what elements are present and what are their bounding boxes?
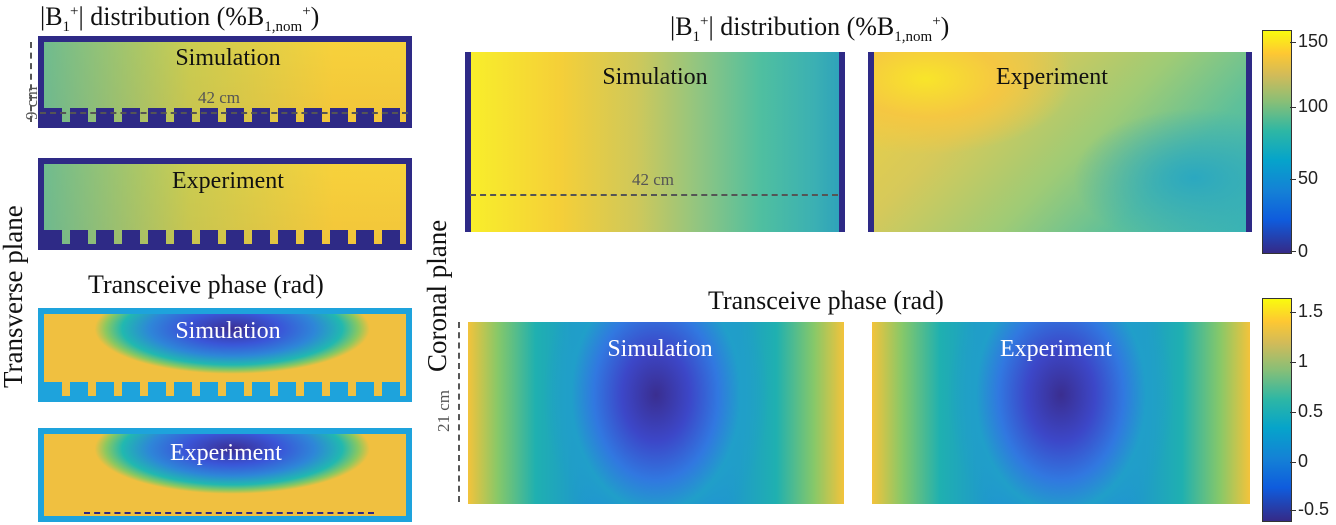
coronal-width-dimension-line xyxy=(470,194,838,196)
b1-colorbar-tick: 150 xyxy=(1298,31,1329,51)
transverse-phase-simulation-label: Simulation xyxy=(175,318,281,344)
b1-colorbar-tick: 50 xyxy=(1298,168,1319,188)
phase-colorbar-tick-mark xyxy=(1290,510,1296,511)
b1-colorbar-tick-mark xyxy=(1290,251,1296,252)
b1-colorbar-tick-mark xyxy=(1290,42,1296,43)
transverse-plane-label: Transverse plane xyxy=(0,205,28,388)
transverse-width-dimension: 42 cm xyxy=(198,88,241,107)
transverse-b1-experiment-label: Experiment xyxy=(172,168,284,194)
coronal-b1-experiment-map xyxy=(868,52,1252,232)
map-mask xyxy=(465,52,471,232)
phase-colorbar-tick: 0.5 xyxy=(1298,401,1324,421)
phase-colorbar-tick: 1.5 xyxy=(1298,301,1324,321)
coronal-b1-title: |B1+| distribution (%B1,nom+) xyxy=(670,12,950,46)
phase-colorbar-tick: 0 xyxy=(1298,451,1309,471)
coronal-phase-simulation-map xyxy=(468,322,844,504)
coronal-phase-simulation-label: Simulation xyxy=(607,336,713,362)
coronal-b1-simulation-map xyxy=(465,52,845,232)
transverse-phase-title: Transceive phase (rad) xyxy=(88,270,324,299)
transverse-phase-experiment-label: Experiment xyxy=(170,440,282,466)
b1-colorbar-tick: 100 xyxy=(1298,96,1329,116)
map-mask xyxy=(44,230,406,244)
transverse-b1-simulation-map xyxy=(38,36,412,128)
phase-colorbar-tick-mark xyxy=(1290,412,1296,413)
phase-colorbar-tick: 1 xyxy=(1298,351,1309,371)
transverse-b1-simulation-label: Simulation xyxy=(175,45,281,71)
b1-colorbar-tick: 0 xyxy=(1298,241,1309,261)
phase-colorbar xyxy=(1262,298,1292,522)
map-mask xyxy=(44,108,406,122)
map-mask xyxy=(839,52,845,232)
transverse-phase-simulation-map xyxy=(38,308,412,402)
coronal-height-dimension-line xyxy=(458,322,460,502)
phase-colorbar-tick-mark xyxy=(1290,312,1296,313)
map-mask xyxy=(1246,52,1252,232)
transverse-phase-experiment-map xyxy=(38,428,412,522)
coronal-height-dimension: 21 cm xyxy=(434,389,453,432)
phase-colorbar-tick-mark xyxy=(1290,462,1296,463)
transverse-width-dimension-line xyxy=(40,112,408,114)
transverse-b1-title: |B1+| distribution (%B1,nom+) xyxy=(40,2,320,36)
b1-colorbar-tick-mark xyxy=(1290,107,1296,108)
coronal-phase-experiment-map xyxy=(872,322,1250,504)
map-mask xyxy=(44,382,406,396)
transverse-b1-experiment-map xyxy=(38,158,412,250)
transverse-height-dimension: 9 cm xyxy=(22,86,41,120)
coronal-phase-experiment-label: Experiment xyxy=(1000,336,1112,362)
phase-colorbar-tick: -0.5 xyxy=(1298,499,1330,519)
phase-colorbar-tick-mark xyxy=(1290,362,1296,363)
coronal-plane-label: Coronal plane xyxy=(422,219,452,372)
coronal-b1-simulation-label: Simulation xyxy=(602,64,708,90)
map-mask xyxy=(84,512,374,514)
b1-colorbar xyxy=(1262,30,1292,254)
coronal-b1-experiment-label: Experiment xyxy=(996,64,1108,90)
b1-colorbar-tick-mark xyxy=(1290,179,1296,180)
map-mask xyxy=(868,52,874,232)
coronal-phase-title: Transceive phase (rad) xyxy=(708,286,944,315)
transverse-height-dimension-line xyxy=(30,42,32,122)
coronal-width-dimension: 42 cm xyxy=(632,170,675,189)
